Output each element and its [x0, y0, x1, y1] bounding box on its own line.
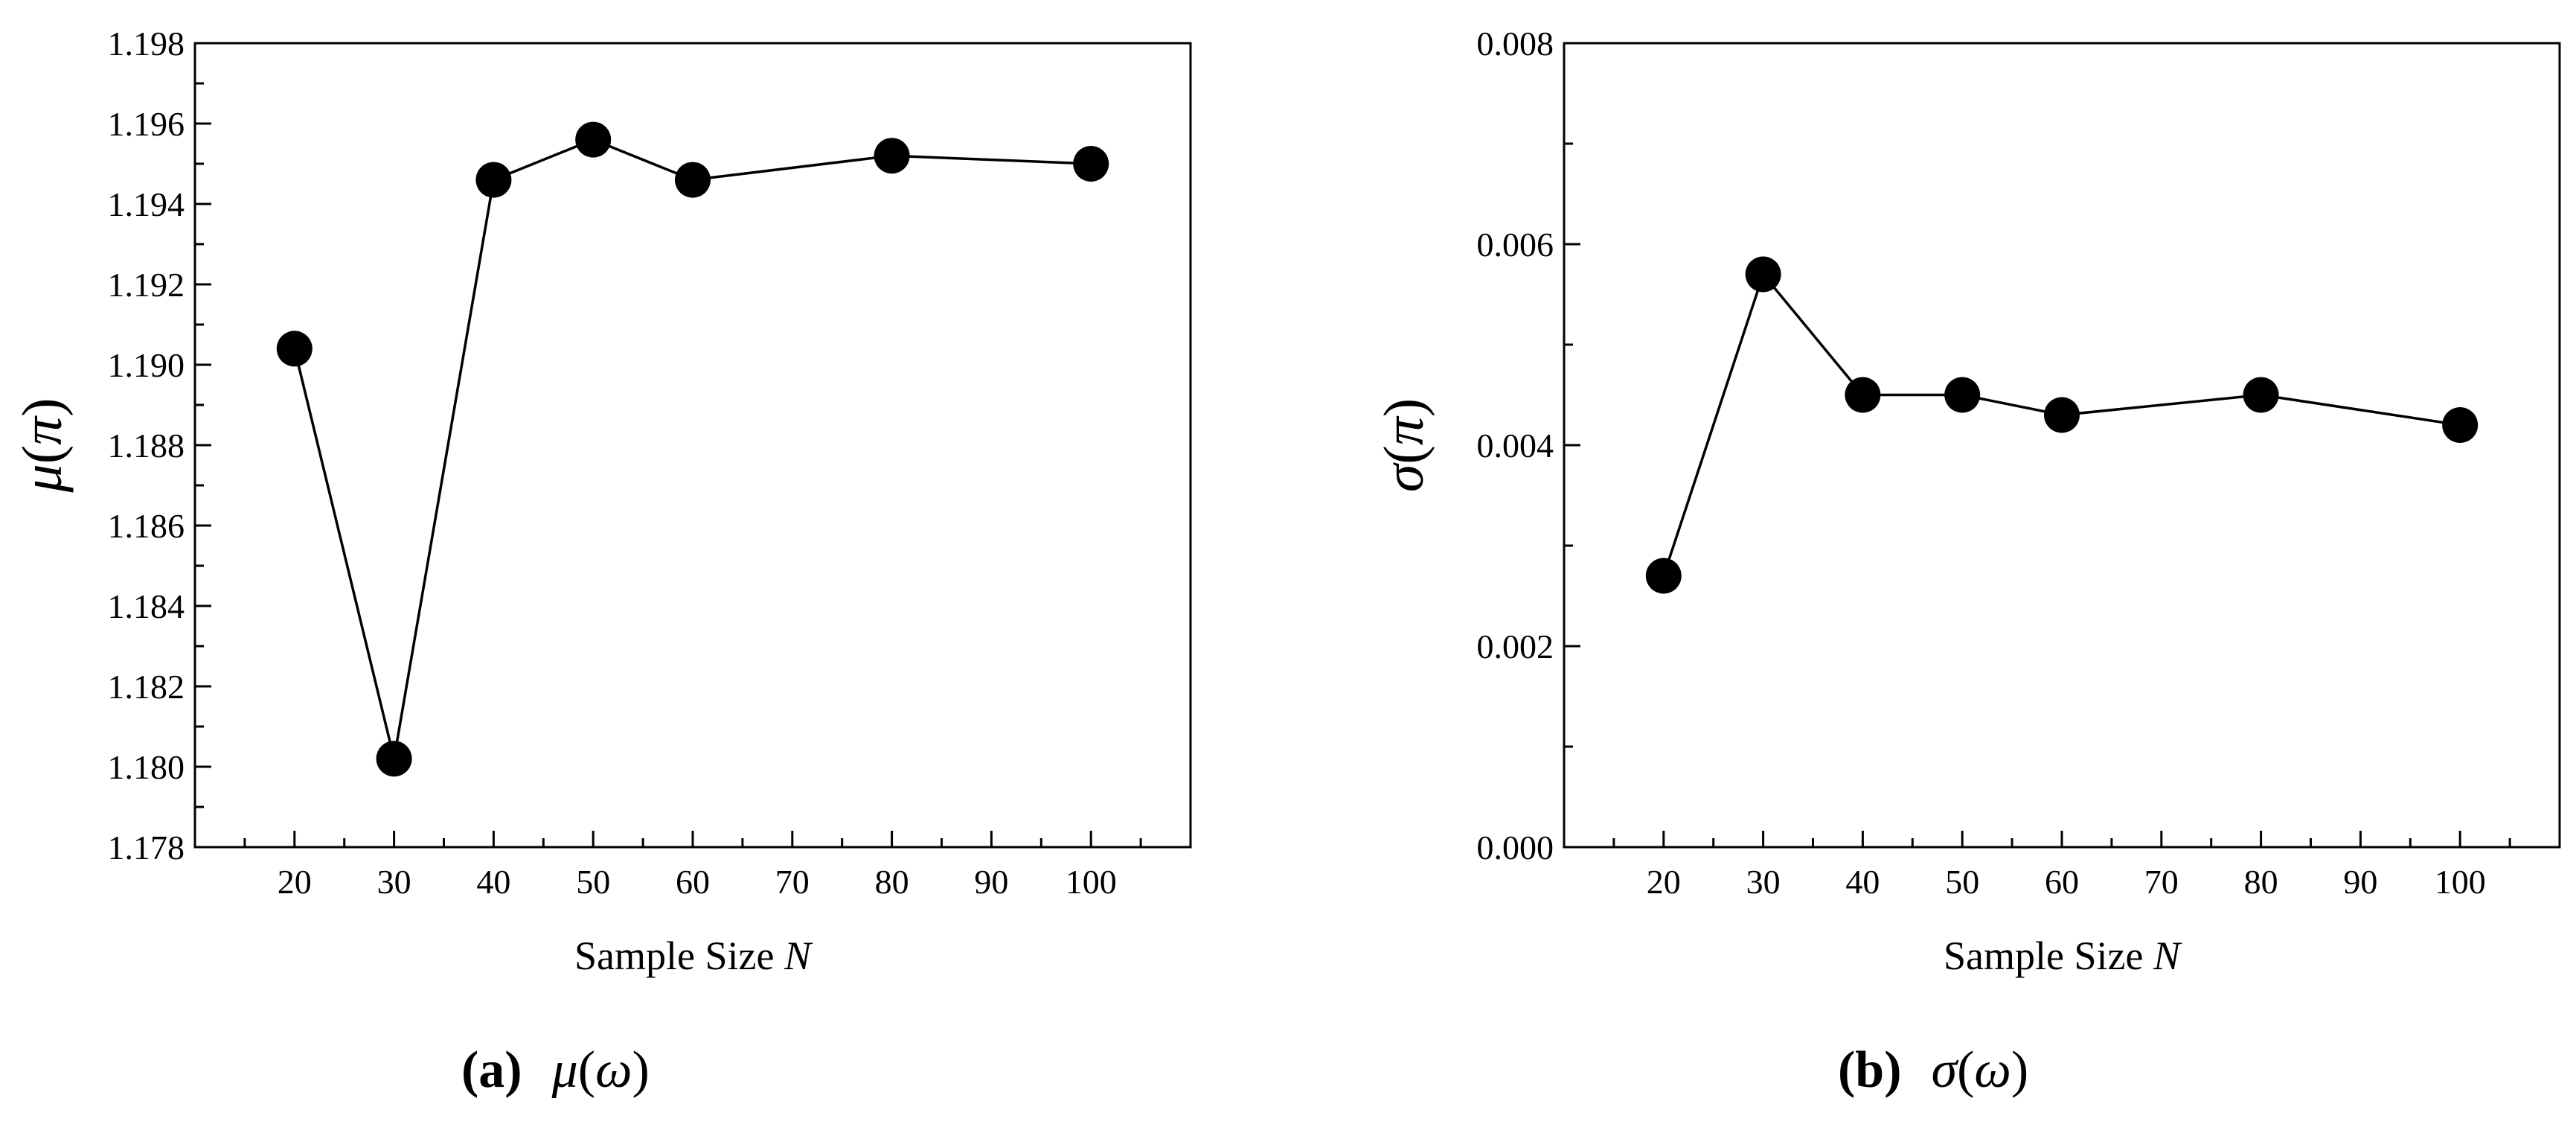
x-axis-title-text: Sample Size: [574, 933, 784, 978]
y-tick-label: 1.194: [108, 185, 185, 223]
caption-symbol: μ: [551, 1041, 578, 1099]
x-tick-label: 30: [1746, 863, 1781, 901]
y-axis-title-paren: (: [11, 445, 74, 464]
y-tick-label: 0.004: [1477, 427, 1554, 465]
plot-frame: [1563, 42, 2561, 849]
y-tick-label: 1.178: [108, 829, 185, 866]
data-point: [475, 162, 512, 198]
data-point: [2044, 397, 2080, 433]
data-point: [376, 741, 412, 777]
y-tick-label: 0.000: [1477, 829, 1554, 866]
caption-letter: (a): [461, 1041, 522, 1099]
x-tick-label: 50: [576, 863, 610, 901]
x-tick-label: 50: [1945, 863, 1979, 901]
caption-letter: (b): [1838, 1041, 1902, 1099]
x-tick-label: 70: [2144, 863, 2179, 901]
x-axis-title-variable: N: [784, 933, 813, 978]
data-point: [276, 331, 313, 367]
y-axis-title-paren: (: [1373, 445, 1435, 464]
data-point: [1073, 146, 1109, 182]
y-tick-label: 1.190: [108, 346, 185, 384]
x-tick-label: 80: [875, 863, 909, 901]
data-point: [675, 162, 711, 198]
x-axis-title-text: Sample Size: [1944, 933, 2153, 978]
data-point: [1745, 256, 1781, 293]
panel-caption: (b) σ(ω): [1838, 1041, 2028, 1099]
data-point: [1645, 558, 1682, 594]
caption-arg: ω: [595, 1041, 632, 1099]
caption-symbol: σ: [1932, 1041, 1959, 1099]
y-tick-label: 1.186: [108, 507, 185, 545]
caption-paren: ): [2011, 1041, 2028, 1099]
y-tick-label: 0.002: [1477, 628, 1554, 665]
x-tick-label: 60: [676, 863, 710, 901]
y-axis-title-paren: ): [11, 398, 74, 417]
y-axis-title: σ(π): [1373, 398, 1435, 492]
x-axis-title: Sample Size N: [1944, 933, 2182, 978]
caption-paren: (: [1957, 1041, 1974, 1099]
y-tick-label: 1.180: [108, 748, 185, 786]
y-tick-label: 1.188: [108, 427, 185, 465]
y-tick-label: 0.008: [1477, 25, 1554, 63]
data-point: [575, 121, 612, 158]
y-tick-label: 1.192: [108, 266, 185, 304]
x-axis-title-variable: N: [2153, 933, 2182, 978]
y-tick-label: 0.006: [1477, 226, 1554, 264]
y-axis-title-symbol: σ: [1373, 462, 1435, 492]
data-point: [2442, 407, 2479, 443]
data-point: [1944, 377, 1981, 413]
panel-a-mean-chart: 20 30 40 50 60 70 80 90 100 1.178 1.180 1.182 1.184 1…: [11, 25, 1192, 1099]
x-tick-label: 40: [476, 863, 510, 901]
x-tick-label: 90: [2343, 863, 2377, 901]
panel-caption: (a) μ(ω): [461, 1041, 650, 1099]
panel-b-std-chart: 20 30 40 50 60 70 80 90 100 0.000 0.002 0.004 0.006 0…: [1373, 25, 2561, 1099]
y-tick-label: 1.198: [108, 25, 185, 63]
x-tick-label: 20: [278, 863, 312, 901]
series-line: [293, 138, 1092, 759]
caption-arg: ω: [1974, 1041, 2011, 1099]
data-point: [2243, 377, 2279, 413]
y-axis-title-arg: π: [1373, 415, 1435, 445]
x-tick-label: 40: [1845, 863, 1880, 901]
y-tick-label: 1.196: [108, 105, 185, 143]
x-tick-label: 100: [2435, 863, 2486, 901]
x-tick-label: 100: [1066, 863, 1117, 901]
x-tick-label: 80: [2244, 863, 2278, 901]
y-axis-title: μ(π): [11, 398, 74, 494]
x-tick-label: 30: [377, 863, 411, 901]
x-tick-label: 20: [1647, 863, 1681, 901]
y-tick-label: 1.184: [108, 587, 185, 625]
x-axis-title: Sample Size N: [574, 933, 813, 978]
data-point: [1845, 377, 1881, 413]
y-axis-title-arg: π: [11, 415, 74, 445]
x-tick-label: 60: [2045, 863, 2079, 901]
x-tick-label: 70: [775, 863, 810, 901]
data-point: [874, 138, 910, 174]
y-axis-title-paren: ): [1373, 398, 1435, 417]
y-tick-label: 1.182: [108, 668, 185, 706]
y-axis-title-symbol: μ: [11, 464, 74, 493]
x-tick-label: 90: [974, 863, 1008, 901]
caption-paren: (: [578, 1041, 595, 1099]
caption-paren: ): [632, 1041, 650, 1099]
